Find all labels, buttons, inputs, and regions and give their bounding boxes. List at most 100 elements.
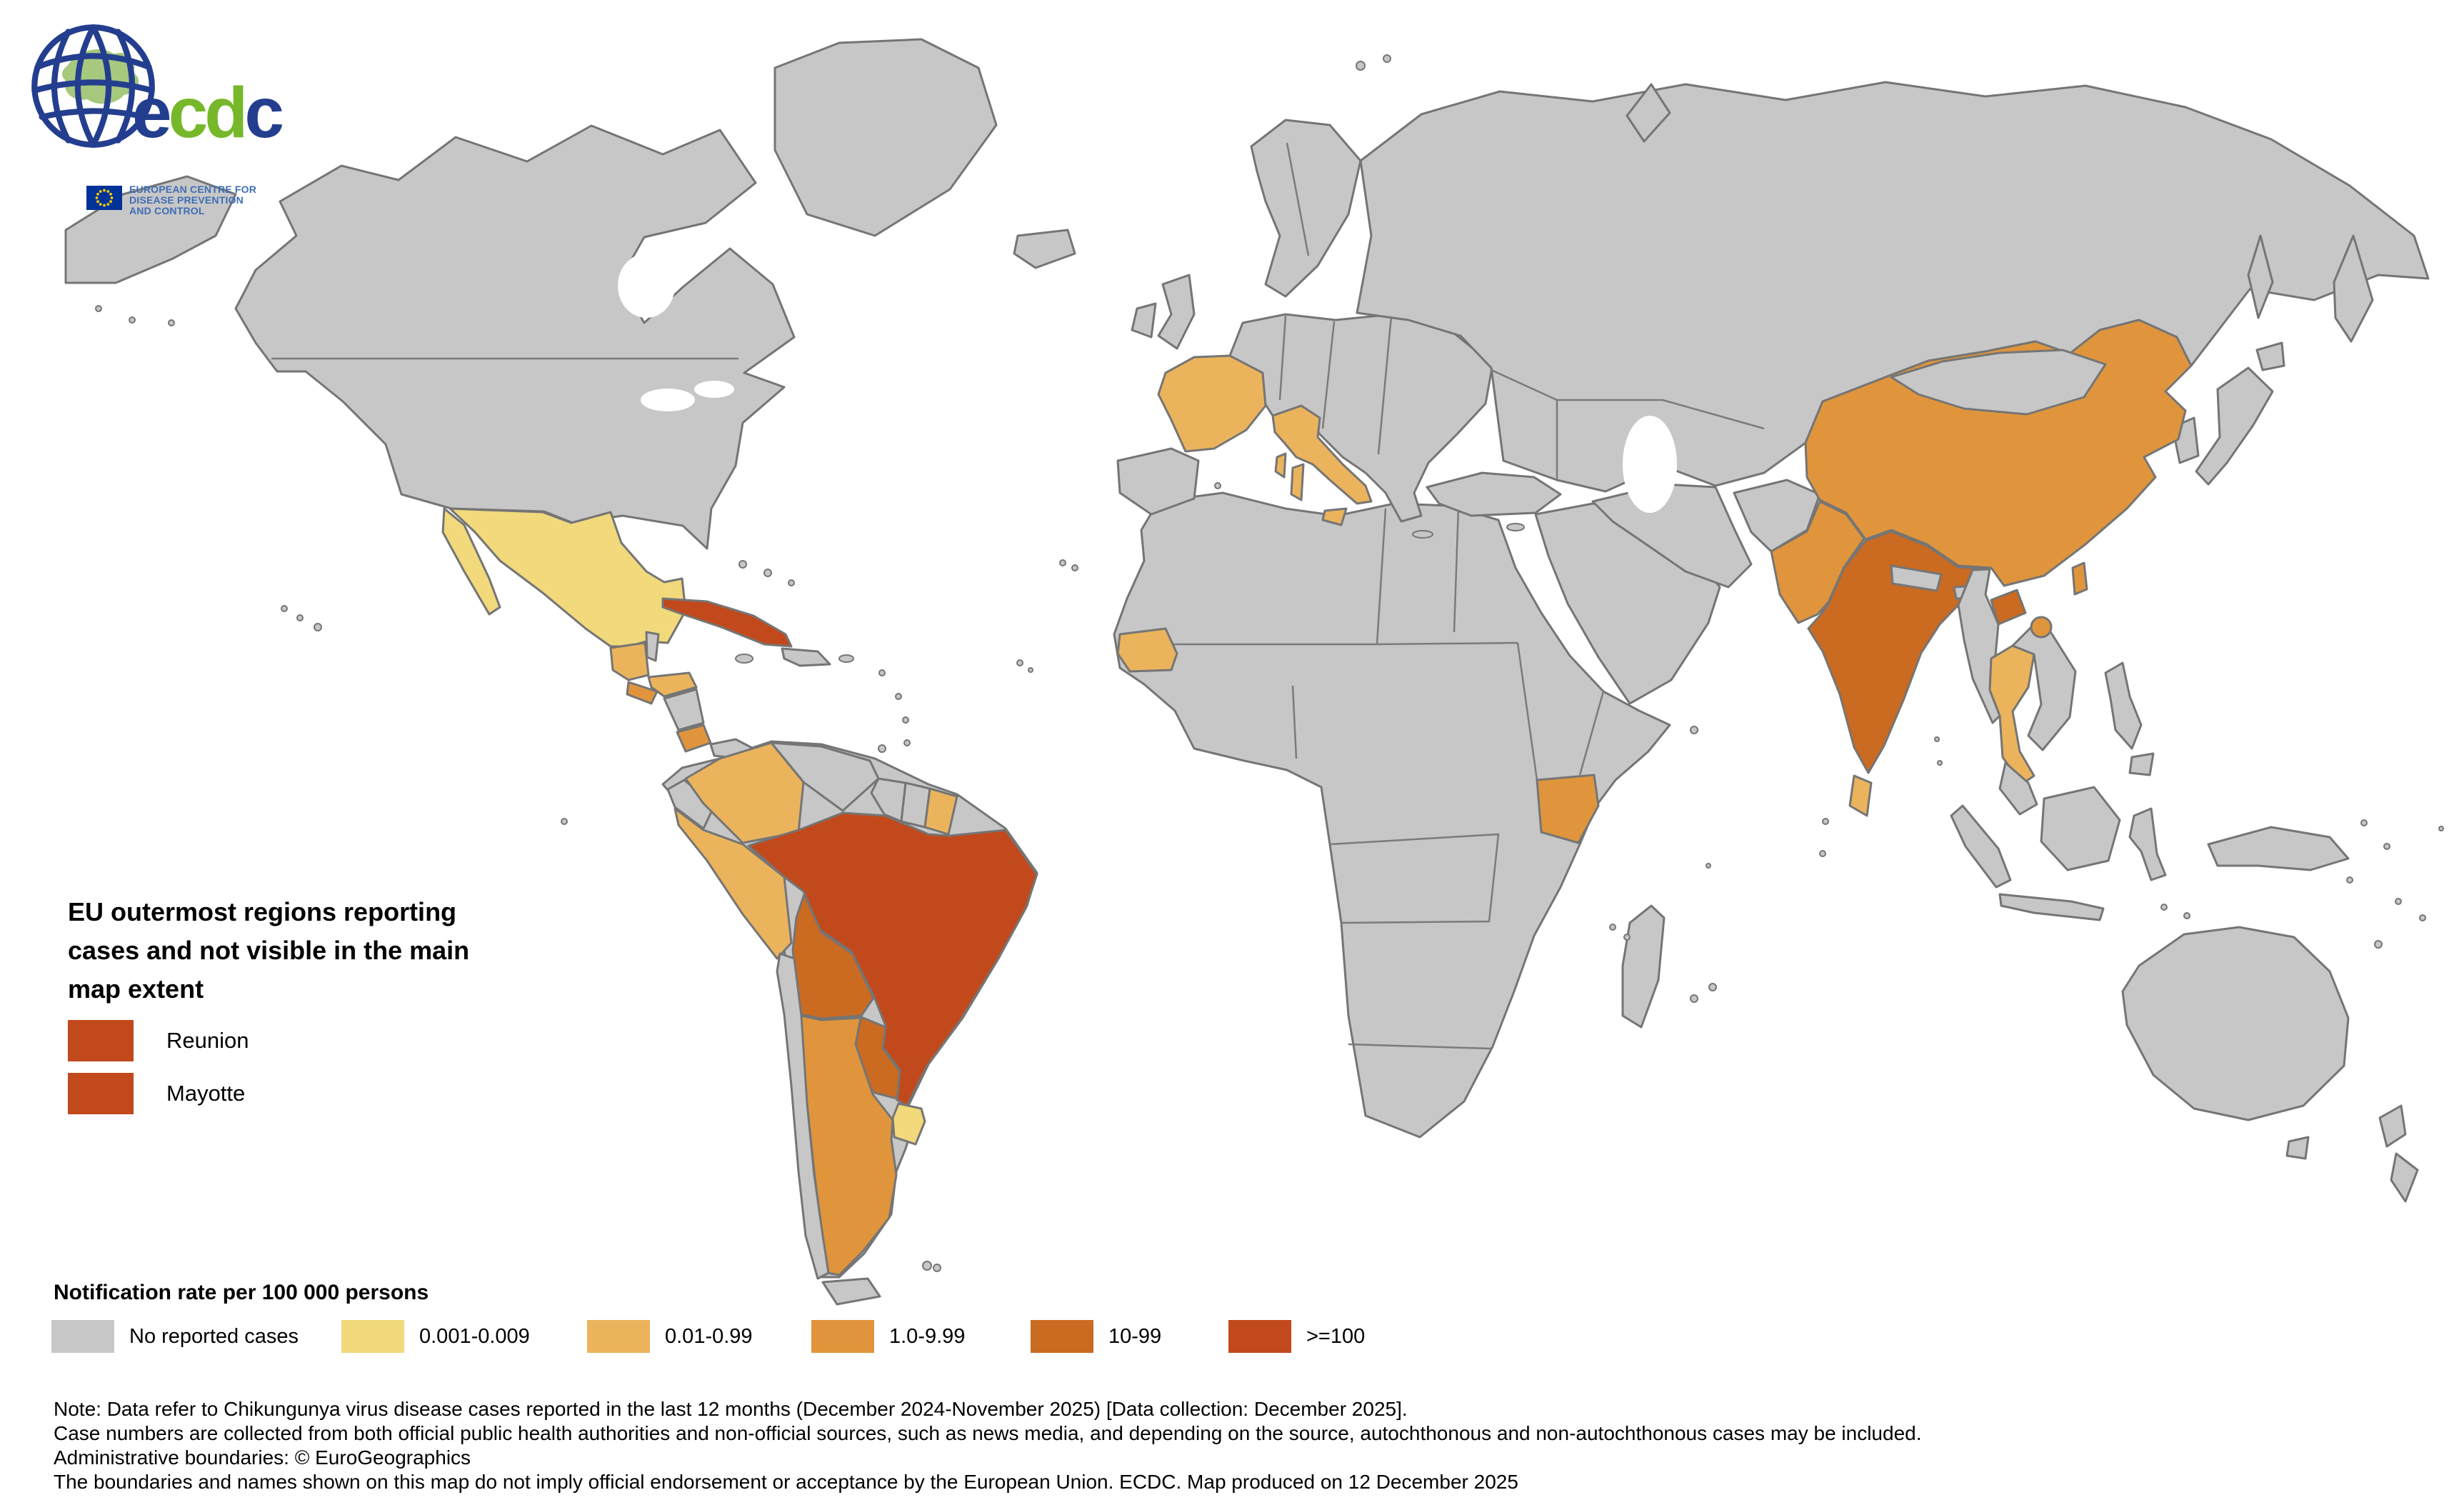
- legend-swatch-0001-0009: [341, 1320, 404, 1353]
- legend-swatch-10-99: [1031, 1320, 1093, 1353]
- legend-swatch-001-099: [587, 1320, 650, 1353]
- wordmark-letter: c: [244, 73, 284, 153]
- hudson-bay: [618, 254, 675, 318]
- country-borneo: [2040, 786, 2121, 871]
- ecdc-logo: ecdc EUROPEAN CENTRE FOR DISEASE PREVENT…: [25, 14, 284, 216]
- country-belize: [645, 631, 660, 662]
- country-turkey: [1426, 471, 1562, 517]
- country-corsica: [1274, 452, 1287, 479]
- country-costa-rica: [676, 724, 712, 753]
- outermost-title-line: map extent: [68, 974, 204, 1004]
- mayotte-swatch: [68, 1073, 134, 1114]
- wordmark-letter: c: [168, 73, 209, 153]
- legend-label-10-999: 1.0-9.99: [889, 1324, 966, 1348]
- country-alaska: [64, 175, 237, 284]
- border-centralasia-1: [1491, 369, 1765, 430]
- legend-label-no-cases: No reported cases: [129, 1324, 299, 1348]
- country-africa-base: [1113, 491, 1671, 1139]
- outermost-item-reunion: Reunion: [68, 1020, 249, 1061]
- border-africa-6: [1329, 833, 1500, 924]
- country-iran: [1591, 483, 1753, 589]
- mayotte-label: Mayotte: [166, 1081, 246, 1106]
- country-mexico-baja: [441, 507, 501, 616]
- country-sakhalin: [2247, 234, 2274, 319]
- logo-caption-line: DISEASE PREVENTION: [129, 194, 244, 206]
- country-guatemala: [609, 641, 650, 681]
- footnote-line: The boundaries and names shown on this m…: [54, 1471, 1518, 1493]
- outermost-title-line: EU outermost regions reporting: [68, 897, 457, 926]
- legend-label-0001-0009: 0.001-0.009: [419, 1324, 530, 1348]
- great-lakes-2: [694, 381, 734, 398]
- border-africa-1: [1376, 508, 1387, 645]
- wordmark-letter: e: [132, 73, 172, 153]
- country-taiwan: [2071, 561, 2088, 596]
- legend-title: Notification rate per 100 000 persons: [54, 1281, 429, 1304]
- country-tasmania: [2285, 1136, 2310, 1160]
- border-africa-2: [1453, 506, 1460, 633]
- country-ireland: [1131, 302, 1157, 339]
- country-uruguay: [891, 1102, 926, 1146]
- legend-label-001-099: 0.01-0.99: [665, 1324, 753, 1348]
- wordmark-letter: d: [204, 73, 248, 153]
- small-islands: [95, 54, 2444, 1272]
- country-iceland: [1013, 229, 1076, 269]
- border-africa-4: [1516, 642, 1538, 781]
- legend-item-001-099: 0.01-0.99: [587, 1320, 753, 1353]
- country-australia: [2121, 926, 2350, 1121]
- border-scandinavia: [1286, 142, 1310, 256]
- border-europe-3: [1377, 315, 1393, 455]
- legend-item-no-cases: No reported cases: [51, 1320, 299, 1353]
- country-new-zealand-south: [2390, 1152, 2419, 1203]
- country-india: [1807, 530, 1991, 774]
- country-sulawesi: [2128, 807, 2167, 881]
- border-africa-5: [1291, 685, 1298, 759]
- outermost-title: EU outermost regions reporting cases and…: [68, 893, 554, 1009]
- country-sardinia: [1290, 463, 1305, 501]
- globe-icon: [31, 24, 155, 148]
- country-japan: [2195, 366, 2274, 486]
- logo-caption-line: AND CONTROL: [129, 205, 205, 216]
- country-new-zealand-north: [2378, 1104, 2407, 1148]
- reunion-swatch: [68, 1020, 134, 1061]
- country-new-guinea: [2207, 826, 2350, 871]
- country-mexico: [449, 507, 687, 648]
- outermost-title-line: cases and not visible in the main: [68, 936, 470, 965]
- outermost-item-mayotte: Mayotte: [68, 1073, 245, 1114]
- country-united-kingdom: [1157, 274, 1196, 350]
- country-sri-lanka: [1848, 774, 1873, 817]
- border-europe-1: [1278, 315, 1287, 401]
- reunion-label: Reunion: [166, 1028, 249, 1053]
- caspian-sea: [1623, 416, 1677, 513]
- country-novaya-zemlya: [1626, 83, 1671, 143]
- country-nepal: [1890, 564, 1943, 592]
- country-greenland: [773, 38, 998, 237]
- country-peru: [673, 807, 793, 960]
- country-france: [1157, 354, 1267, 453]
- country-philippines: [2104, 661, 2143, 750]
- eu-flag-icon: [86, 186, 122, 210]
- country-philippines-mindanao: [2128, 752, 2155, 776]
- legend-item-10-999: 1.0-9.99: [811, 1320, 965, 1353]
- country-madagascar: [1621, 904, 1666, 1029]
- country-italy: [1271, 404, 1373, 505]
- country-scandinavia: [1250, 119, 1362, 298]
- country-kenya: [1536, 774, 1600, 844]
- legend-item-gte-100: >=100: [1228, 1320, 1365, 1353]
- country-nicaragua: [663, 688, 705, 731]
- ecdc-wordmark: ecdc: [132, 77, 284, 149]
- country-french-guiana: [923, 787, 958, 836]
- logo-caption: EUROPEAN CENTRE FOR DISEASE PREVENTION A…: [129, 184, 256, 216]
- legend-swatch-gte-100: [1228, 1320, 1291, 1353]
- country-japan-hokkaido: [2255, 341, 2285, 371]
- country-iberia: [1116, 447, 1200, 516]
- country-chile: [776, 952, 830, 1280]
- footnote-line: Case numbers are collected from both off…: [54, 1422, 1922, 1444]
- logo-caption-line: EUROPEAN CENTRE FOR: [129, 184, 257, 195]
- country-senegal: [1116, 627, 1178, 673]
- border-africa-8: [1578, 691, 1605, 776]
- country-hispaniola: [781, 647, 831, 667]
- country-mongolia: [1890, 349, 2107, 416]
- footnote-line: Note: Data refer to Chikungunya virus di…: [54, 1398, 1408, 1420]
- country-el-salvador: [626, 681, 658, 705]
